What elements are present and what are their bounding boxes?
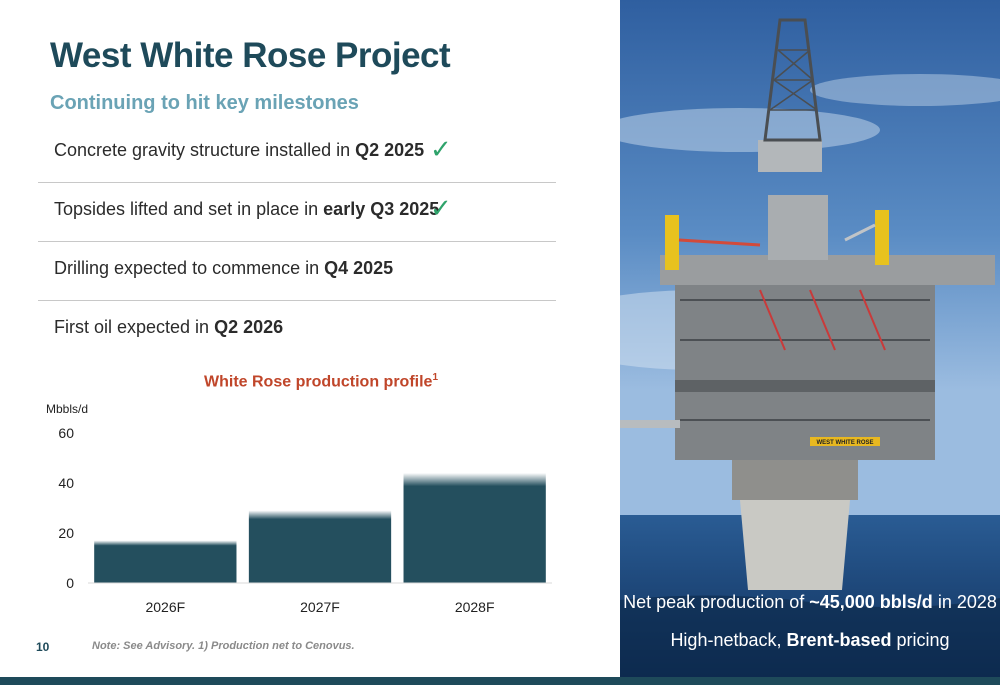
checkmark-icon: ✓ bbox=[430, 193, 452, 223]
milestone-text: Drilling expected to commence in Q4 2025 bbox=[54, 258, 394, 278]
milestone-text: Topsides lifted and set in place in earl… bbox=[54, 199, 440, 219]
footnote: Note: See Advisory. 1) Production net to… bbox=[92, 640, 355, 652]
page-number: 10 bbox=[36, 640, 50, 654]
bar-2027F bbox=[248, 510, 392, 583]
platform-label: WEST WHITE ROSE bbox=[817, 440, 874, 446]
pricing-caption: High-netback, Brent-based pricing bbox=[670, 630, 950, 650]
y-tick-label: 40 bbox=[58, 475, 74, 491]
milestone-item: Concrete gravity structure installed in … bbox=[38, 124, 556, 183]
y-tick-label: 60 bbox=[58, 425, 74, 441]
bar-2026F bbox=[94, 540, 237, 583]
chart-title-footnote: 1 bbox=[432, 372, 438, 383]
footer-bar bbox=[0, 677, 1000, 685]
milestone-list: Concrete gravity structure installed in … bbox=[38, 124, 556, 359]
y-tick-label: 0 bbox=[66, 575, 74, 591]
checkmark-icon: ✓ bbox=[430, 134, 452, 164]
x-tick-label: 2028F bbox=[455, 599, 495, 615]
production-bar-chart: Mbbls/d 0 20 40 60 2026F 2027F 2028F bbox=[46, 402, 552, 615]
chart-title: White Rose production profile1 bbox=[204, 372, 438, 391]
milestone-text: Concrete gravity structure installed in … bbox=[54, 140, 425, 160]
y-axis-label: Mbbls/d bbox=[46, 402, 88, 416]
milestone-text: First oil expected in Q2 2026 bbox=[54, 317, 284, 337]
milestone-item: First oil expected in Q2 2026 bbox=[38, 301, 556, 359]
platform-photo: WEST WHITE ROSE bbox=[620, 0, 1000, 677]
milestone-item: Drilling expected to commence in Q4 2025 bbox=[38, 242, 556, 301]
x-tick-label: 2026F bbox=[145, 599, 185, 615]
slide-title: West White Rose Project bbox=[50, 36, 451, 75]
y-tick-label: 20 bbox=[58, 525, 74, 541]
slide-subtitle: Continuing to hit key milestones bbox=[50, 92, 359, 114]
x-tick-label: 2027F bbox=[300, 599, 340, 615]
milestone-item: Topsides lifted and set in place in earl… bbox=[38, 183, 556, 242]
peak-production-caption: Net peak production of ~45,000 bbls/d in… bbox=[623, 592, 997, 612]
bar-2028F bbox=[403, 473, 546, 583]
